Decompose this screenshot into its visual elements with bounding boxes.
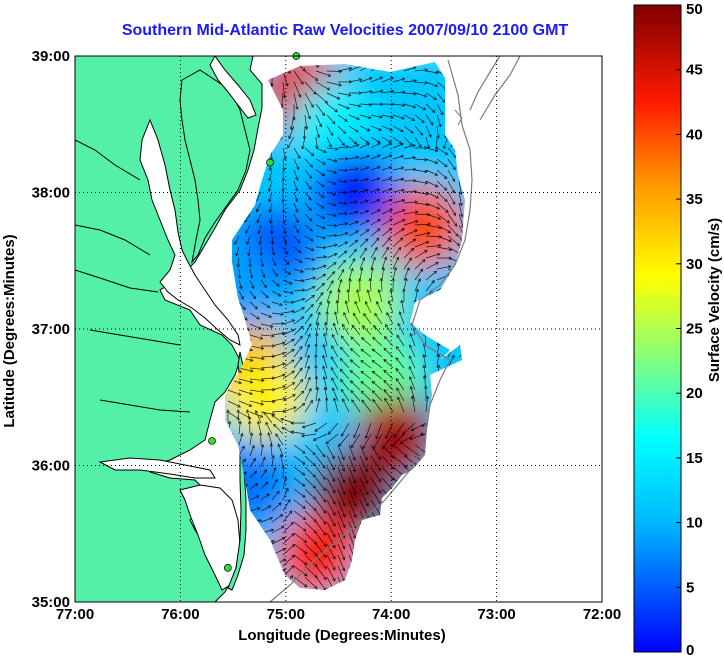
radar-station-marker — [208, 437, 216, 445]
x-tick-label: 75:00 — [267, 606, 305, 623]
colorbar-tick-label: 15 — [686, 450, 703, 467]
chesapeake-bay — [139, 118, 241, 346]
colorbar-tick-label: 40 — [686, 126, 703, 143]
colorbar-label: Surface Velocity (cm/s) — [706, 218, 723, 382]
x-tick-label: 72:00 — [583, 606, 621, 623]
x-tick-label: 77:00 — [56, 606, 94, 623]
y-axis-ticks: 39:00 38:00 37:00 36:00 35:00 — [32, 48, 70, 611]
x-axis-label: Longitude (Degrees:Minutes) — [238, 627, 446, 644]
colorbar-tick-label: 5 — [686, 579, 694, 596]
colorbar-tick-label: 35 — [686, 191, 703, 208]
speed-blob — [380, 184, 465, 269]
speed-blob — [225, 246, 281, 331]
colorbar-tick-label: 50 — [686, 1, 703, 18]
radar-station-marker — [266, 158, 274, 167]
colorbar-gradient — [633, 4, 682, 653]
colorbar-tick-label: 25 — [686, 321, 703, 338]
grid-lines — [75, 56, 602, 602]
y-tick-label: 36:00 — [32, 458, 70, 475]
river-lines — [75, 139, 191, 413]
speed-blob — [312, 150, 397, 235]
colorbar-tick-label: 0 — [686, 642, 694, 659]
colorbar-tick-label: 10 — [686, 515, 703, 532]
colorbar-tick-label: 30 — [686, 256, 703, 273]
speed-blob — [291, 82, 376, 167]
y-tick-label: 35:00 — [32, 594, 70, 611]
albemarle-sound — [98, 457, 216, 479]
x-tick-label: 73:00 — [477, 606, 515, 623]
x-tick-label: 74:00 — [372, 606, 410, 623]
radar-station-marker — [223, 564, 232, 572]
plot-frame — [74, 55, 603, 603]
radar-stations — [208, 52, 301, 572]
y-tick-label: 39:00 — [32, 48, 70, 65]
chart-title: Southern Mid-Atlantic Raw Velocities 200… — [121, 22, 569, 39]
colorbar-tick-label: 20 — [686, 385, 703, 402]
x-axis-ticks: 77:00 76:00 75:00 74:00 73:00 72:00 — [56, 606, 621, 623]
x-tick-label: 76:00 — [161, 606, 199, 623]
y-axis-label: Latitude (Degrees:Minutes) — [1, 234, 18, 427]
y-tick-label: 37:00 — [32, 321, 70, 338]
delaware-bay — [209, 56, 257, 119]
colorbar-tick-label: 45 — [686, 62, 703, 79]
bathymetry-contours — [269, 56, 521, 602]
y-tick-label: 38:00 — [32, 185, 70, 202]
map-plot-area — [74, 52, 603, 603]
